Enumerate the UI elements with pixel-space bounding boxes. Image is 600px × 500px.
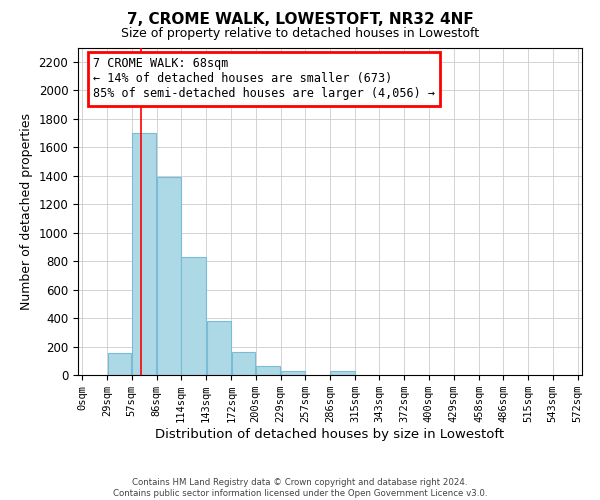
Text: Size of property relative to detached houses in Lowestoft: Size of property relative to detached ho… (121, 28, 479, 40)
Bar (232, 352, 255, 375)
Bar (281, 370, 305, 375)
X-axis label: Distribution of detached houses by size in Lowestoft: Distribution of detached houses by size … (155, 428, 505, 441)
Text: 7, CROME WALK, LOWESTOFT, NR32 4NF: 7, CROME WALK, LOWESTOFT, NR32 4NF (127, 12, 473, 28)
Bar (157, 177, 181, 375)
Bar (181, 257, 206, 375)
Bar (256, 366, 280, 375)
Text: 7 CROME WALK: 68sqm
← 14% of detached houses are smaller (673)
85% of semi-detac: 7 CROME WALK: 68sqm ← 14% of detached ho… (93, 58, 435, 100)
Bar (206, 321, 231, 375)
Bar (108, 353, 131, 375)
Y-axis label: Number of detached properties: Number of detached properties (20, 113, 33, 310)
Bar (132, 133, 157, 375)
Bar (331, 370, 355, 375)
Text: Contains HM Land Registry data © Crown copyright and database right 2024.
Contai: Contains HM Land Registry data © Crown c… (113, 478, 487, 498)
